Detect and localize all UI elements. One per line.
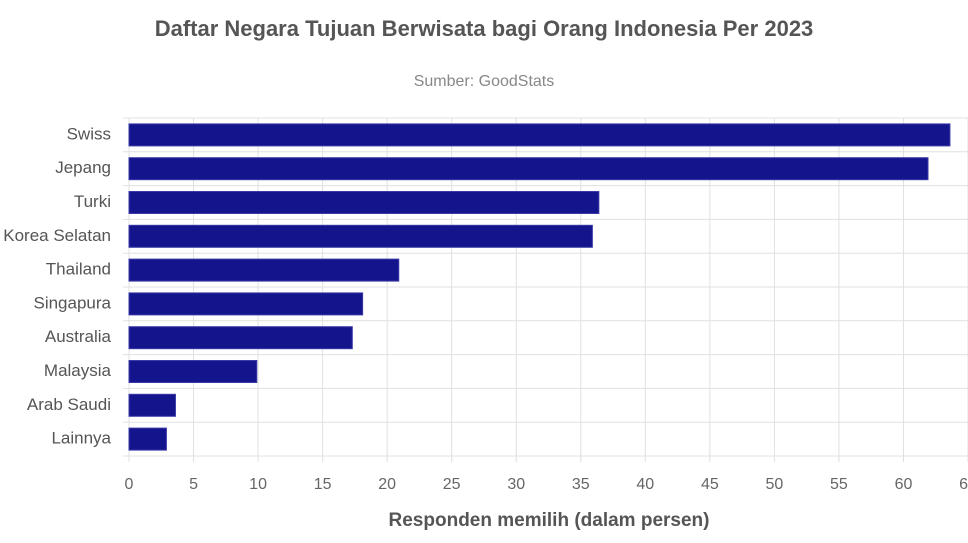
bar <box>128 224 593 248</box>
y-tick-label: Jepang <box>55 158 111 177</box>
x-tick-label: 50 <box>765 476 783 493</box>
x-tick-label: 40 <box>636 476 654 493</box>
x-tick-label: 25 <box>443 476 461 493</box>
bar <box>128 123 951 147</box>
x-tick-label: 60 <box>895 476 913 493</box>
x-tick-label: 20 <box>378 476 396 493</box>
bar <box>128 360 258 383</box>
x-tick-label: 55 <box>830 476 848 493</box>
y-tick-label: Australia <box>45 327 112 346</box>
bar <box>128 393 176 417</box>
y-tick-label: Swiss <box>67 124 111 143</box>
bar <box>128 157 929 181</box>
x-axis-label: Responden memilih (dalam persen) <box>389 510 710 531</box>
y-tick-label: Korea Selatan <box>3 226 111 245</box>
x-tick-label: 10 <box>249 476 267 493</box>
y-tick-label: Malaysia <box>44 361 112 380</box>
bar <box>128 427 167 451</box>
bar <box>128 326 353 350</box>
y-tick-label: Thailand <box>46 260 111 279</box>
chart-title: Daftar Negara Tujuan Berwisata bagi Oran… <box>155 16 814 41</box>
x-tick-label: 65 <box>959 476 968 493</box>
chart-subtitle: Sumber: GoodStats <box>414 73 555 90</box>
y-tick-label: Arab Saudi <box>27 395 111 414</box>
bar <box>128 292 364 316</box>
y-tick-label: Singapura <box>33 293 111 312</box>
y-tick-label: Lainnya <box>51 429 111 448</box>
x-tick-label: 30 <box>507 476 525 493</box>
x-tick-label: 5 <box>189 476 198 493</box>
x-tick-label: 35 <box>572 476 590 493</box>
bar <box>128 258 400 282</box>
y-tick-label: Turki <box>74 192 111 211</box>
bar <box>128 191 600 214</box>
x-tick-label: 15 <box>314 476 332 493</box>
x-tick-label: 45 <box>701 476 719 493</box>
x-tick-label: 0 <box>125 476 134 493</box>
